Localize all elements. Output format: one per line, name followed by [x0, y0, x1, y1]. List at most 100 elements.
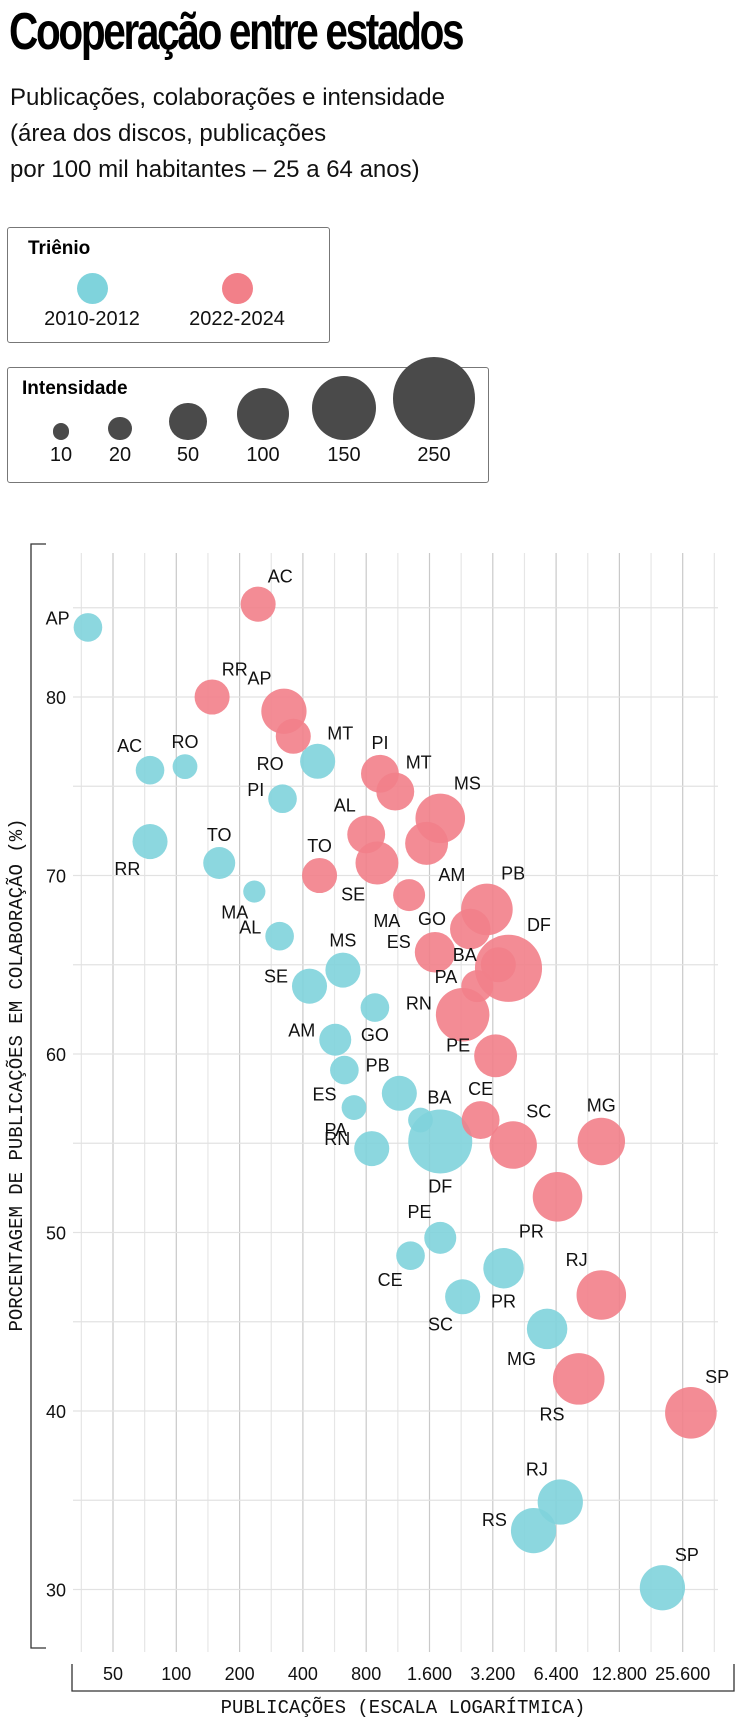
point-label-PE: PE [446, 1035, 470, 1055]
point-2010-2012-AP [73, 613, 103, 642]
point-2022-2024-GO [450, 908, 491, 950]
point-label-MT: MT [406, 753, 432, 773]
page-title: Cooperação entre estados [9, 3, 465, 61]
point-label-DF: DF [527, 915, 551, 935]
legend-label-2022-2024: 2022-2024 [189, 308, 285, 330]
point-label-GO: GO [418, 909, 446, 929]
legend-intensity-label: 100 [246, 444, 280, 466]
point-2022-2024-RO [275, 718, 311, 754]
point-2022-2024-RR [194, 679, 230, 715]
x-tick-label: 800 [351, 1664, 381, 1684]
x-tick-label: 100 [161, 1664, 191, 1684]
point-2010-2012-MG [526, 1308, 568, 1350]
legend-dot-2010-2012 [77, 273, 108, 304]
point-label-CE: CE [378, 1270, 403, 1290]
point-label-SC: SC [526, 1101, 551, 1121]
subtitle-line: por 100 mil habitantes – 25 a 64 anos) [10, 156, 420, 183]
x-tick-label: 200 [225, 1664, 255, 1684]
x-tick-label: 3.200 [470, 1664, 515, 1684]
point-2022-2024-PR [532, 1172, 583, 1222]
legend-intensity-label: 20 [108, 444, 132, 466]
point-label-AP: AP [46, 609, 70, 629]
legend-dot-2022-2024 [222, 273, 253, 304]
point-label-PR: PR [491, 1291, 516, 1311]
point-2022-2024-ES [414, 932, 456, 973]
point-label-SP: SP [675, 1545, 699, 1565]
point-2010-2012-PB [381, 1075, 417, 1111]
legend-intensity-label: 150 [327, 444, 361, 466]
point-2022-2024-MT [376, 772, 415, 811]
point-2022-2024-SC [489, 1121, 537, 1169]
point-2010-2012-MT [300, 743, 336, 779]
point-2022-2024-PE [474, 1034, 518, 1078]
point-label-MS: MS [454, 774, 481, 794]
x-tick-label: 12.800 [592, 1664, 647, 1684]
y-tick-label: 80 [46, 688, 66, 708]
point-2010-2012-RS [510, 1507, 557, 1554]
point-label-AP: AP [247, 669, 271, 689]
point-2010-2012-RJ [537, 1479, 583, 1525]
point-label-PE: PE [407, 1202, 431, 1222]
point-label-RO: RO [257, 754, 284, 774]
point-label-RN: RN [406, 993, 432, 1013]
point-2022-2024-SP [665, 1386, 717, 1439]
point-label-PB: PB [366, 1056, 390, 1076]
point-2022-2024-RN [435, 987, 490, 1042]
x-axis-bracket [71, 1664, 735, 1692]
point-label-GO: GO [361, 1025, 389, 1045]
legend-intensity: Intensidade 10 20 50 100 150 250 [7, 357, 489, 483]
y-axis-bracket [30, 543, 46, 1649]
point-label-PI: PI [247, 780, 264, 800]
legend-intensity-dot-10 [52, 423, 70, 440]
data-labels: AP AC RO RR TO MA MT PI AL SE MS GO AM ES PA PB BA RN DF PE… [46, 567, 729, 1565]
y-tick-label: 70 [46, 867, 66, 887]
point-2022-2024-TO [302, 857, 338, 894]
x-tick-label: 6.400 [534, 1664, 579, 1684]
legend-intensity-title: Intensidade [22, 378, 128, 399]
legend-intensity-label: 10 [49, 444, 73, 466]
axes: 30 40 50 60 70 80 50 100 200 400 800 1.600 3.200 6.40… [6, 543, 735, 1719]
point-label-SP: SP [705, 1367, 729, 1387]
point-label-AC: AC [268, 567, 293, 587]
x-axis-title: PUBLICAÇÕES (ESCALA LOGARÍTMICA) [221, 1697, 586, 1719]
point-label-AL: AL [239, 917, 261, 937]
point-2010-2012-SE [291, 968, 328, 1004]
point-label-RR: RR [222, 659, 248, 679]
point-2010-2012-MS [325, 952, 361, 988]
y-axis-title: PORCENTAGEM DE PUBLICAÇÕES EM COLABORAÇÃ… [6, 818, 28, 1331]
point-2010-2012-PR [483, 1247, 524, 1289]
point-label-MG: MG [587, 1096, 616, 1116]
legend-period: Triênio 2010-2012 2022-2024 [7, 227, 330, 343]
x-tick-label: 400 [288, 1664, 318, 1684]
point-2010-2012-RR [132, 824, 168, 860]
point-2010-2012-PE [424, 1221, 457, 1254]
point-2022-2024-MA [393, 879, 426, 912]
point-label-RO: RO [172, 732, 199, 752]
point-2010-2012-RN [354, 1131, 390, 1167]
point-label-MS: MS [329, 931, 356, 951]
x-tick-label: 50 [103, 1664, 123, 1684]
y-tick-label: 60 [46, 1045, 66, 1065]
point-2022-2024-RJ [576, 1270, 627, 1320]
point-2010-2012-AM [319, 1023, 352, 1056]
point-label-PR: PR [519, 1222, 544, 1242]
point-label-AM: AM [438, 865, 465, 885]
point-label-MG: MG [507, 1349, 536, 1369]
point-2010-2012-SC [445, 1279, 481, 1315]
point-label-RR: RR [114, 859, 140, 879]
point-2010-2012-AC [135, 755, 165, 785]
point-label-TO: TO [307, 836, 332, 856]
point-label-BA: BA [427, 1088, 451, 1108]
point-label-PI: PI [371, 733, 388, 753]
legend-intensity-label: 250 [417, 444, 451, 466]
legend-intensity-dot-20 [108, 416, 132, 440]
legend-intensity-dot-100 [236, 387, 290, 440]
point-label-PA: PA [435, 967, 458, 987]
point-label-ES: ES [312, 1084, 336, 1104]
point-label-RJ: RJ [566, 1250, 588, 1270]
point-2010-2012-RO [172, 754, 198, 780]
point-2010-2012-TO [203, 847, 236, 880]
x-tick-label: 1.600 [407, 1664, 452, 1684]
point-2010-2012-GO [360, 993, 390, 1022]
